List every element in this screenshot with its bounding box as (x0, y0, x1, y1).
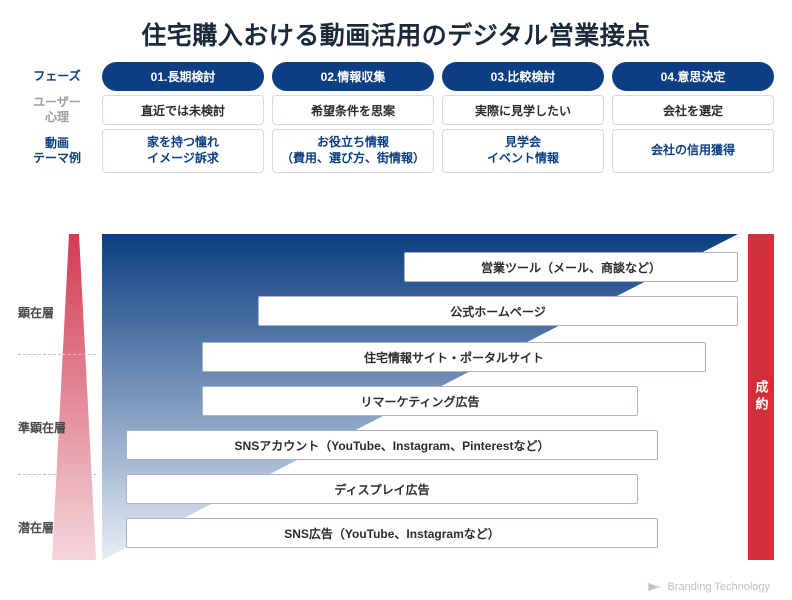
top-row-label-phase: フェーズ (18, 62, 96, 91)
channel-bar: 営業ツール（メール、商談など） (404, 252, 738, 282)
phase-pill: 02.情報収集 (272, 62, 434, 91)
theme-cell: 会社の信用獲得 (612, 129, 774, 173)
phase-pill: 01.長期検討 (102, 62, 264, 91)
footer-text: Branding Technology (667, 581, 770, 593)
funnel-label: 顕在層 (18, 304, 74, 321)
psych-cell: 実際に見学したい (442, 95, 604, 125)
top-matrix: フェーズ 01.長期検討 02.情報収集 03.比較検討 04.意思決定 ユーザ… (18, 62, 774, 173)
psych-cell: 会社を選定 (612, 95, 774, 125)
psych-cell: 希望条件を思案 (272, 95, 434, 125)
conversion-bar: 成約 (748, 234, 774, 560)
channel-bar: SNSアカウント（YouTube、Instagram、Pinterestなど） (126, 430, 658, 460)
channels-area: 営業ツール（メール、商談など） 公式ホームページ住宅情報サイト・ポータルサイトリマ… (102, 234, 738, 580)
funnel-label: 準顕在層 (18, 419, 74, 436)
phase-pill: 04.意思決定 (612, 62, 774, 91)
channel-bar: 住宅情報サイト・ポータルサイト (202, 342, 706, 372)
channel-bar: 公式ホームページ (258, 296, 738, 326)
funnel-label: 潜在層 (18, 519, 74, 536)
theme-cell: お役立ち情報（費用、選び方、街情報） (272, 129, 434, 173)
funnel-column: 顕在層 準顕在層 潜在層 (18, 234, 96, 580)
bottom-section: 顕在層 準顕在層 潜在層 営業ツール（メール、商談など）公式ホームペ (18, 234, 774, 580)
channel-bar: ディスプレイ広告 (126, 474, 638, 504)
page-title: 住宅購入おける動画活用のデジタル営業接点 (0, 0, 792, 62)
conversion-label: 成約 (752, 380, 771, 414)
top-row-label-theme: 動画テーマ例 (18, 129, 96, 173)
channel-bar: SNS広告（YouTube、Instagramなど） (126, 518, 658, 548)
phase-pill: 03.比較検討 (442, 62, 604, 91)
channel-bar: リマーケティング広告 (202, 386, 638, 416)
psych-cell: 直近では未検討 (102, 95, 264, 125)
funnel-divider (18, 354, 96, 355)
top-row-label-psych: ユーザー心理 (18, 95, 96, 125)
theme-cell: 見学会イベント情報 (442, 129, 604, 173)
logo-icon (647, 580, 661, 594)
theme-cell: 家を持つ憧れイメージ訴求 (102, 129, 264, 173)
funnel-divider (18, 474, 96, 475)
footer-logo: Branding Technology (647, 580, 770, 594)
